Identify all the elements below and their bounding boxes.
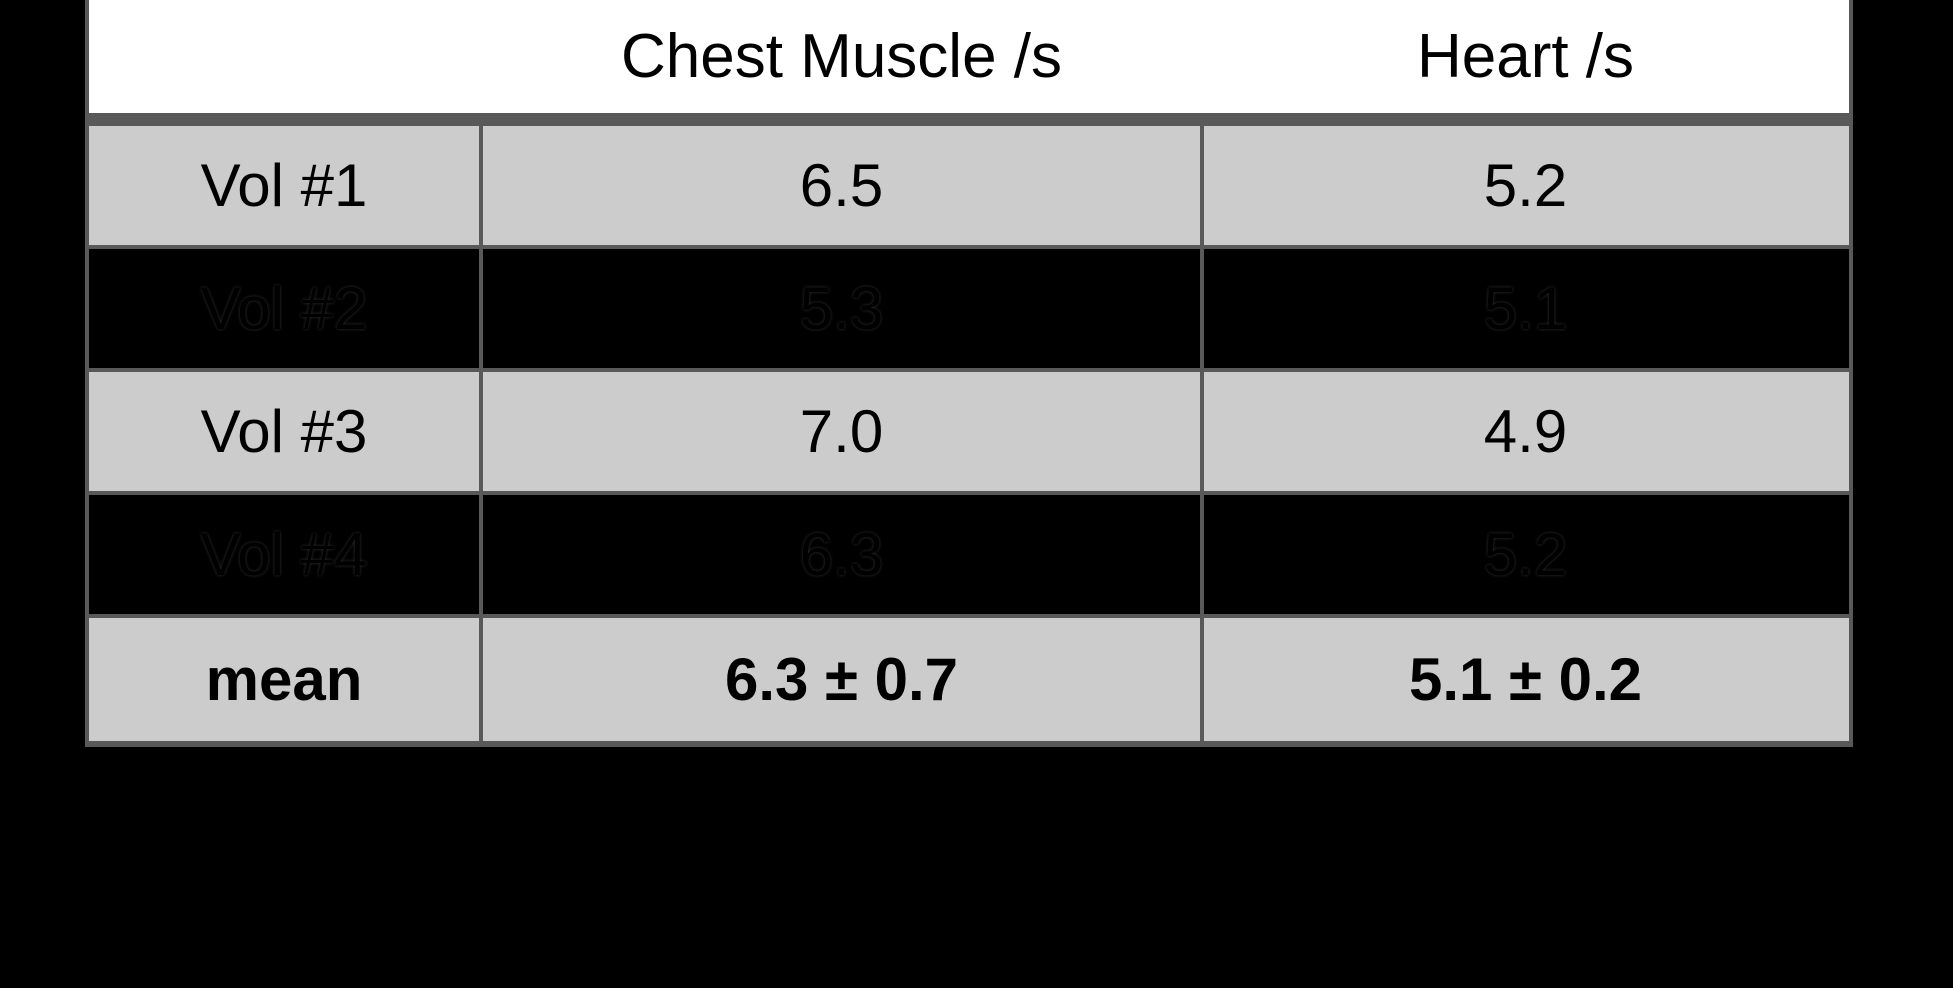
vol4-heart-value: 5.2 xyxy=(1483,520,1568,588)
header-cell-chest-muscle: Chest Muscle /s xyxy=(620,21,1063,91)
vol4-chest-value: 6.3 xyxy=(483,495,1204,614)
header-cell-empty xyxy=(89,0,483,113)
results-table: Chest Muscle /s Heart /s Vol #1 6.5 5.2 … xyxy=(85,0,1853,747)
vol3-chest-value: 7.0 xyxy=(483,372,1204,491)
vol2-chest-value: 5.3 xyxy=(483,249,1204,368)
mean-heart-value: 5.1 ± 0.2 xyxy=(1408,645,1643,713)
row-label-vol3: Vol #3 xyxy=(89,372,483,491)
vol2-heart-value: 5.1 xyxy=(1483,274,1568,342)
table-row-vol3: Vol #3 7.0 4.9 xyxy=(89,372,1849,495)
mean-chest-value: 6.3 ± 0.7 xyxy=(483,618,1204,741)
row-label-mean: mean xyxy=(89,618,483,741)
vol1-chest-value: 6.5 xyxy=(483,126,1204,245)
table-row-mean: mean 6.3 ± 0.7 5.1 ± 0.2 xyxy=(89,618,1849,741)
vol3-heart-value: 4.9 xyxy=(1483,397,1568,465)
row-label-vol4: Vol #4 xyxy=(89,495,483,614)
vol1-heart-value: 5.2 xyxy=(1483,151,1568,219)
header-cell-heart: Heart /s xyxy=(1416,21,1635,91)
row-label-vol2: Vol #2 xyxy=(89,249,483,368)
table-row-vol2: Vol #2 5.3 5.1 xyxy=(89,249,1849,372)
table-row-vol4: Vol #4 6.3 5.2 xyxy=(89,495,1849,618)
table-header-row: Chest Muscle /s Heart /s xyxy=(89,0,1849,126)
table-row-vol1: Vol #1 6.5 5.2 xyxy=(89,126,1849,249)
row-label-vol1: Vol #1 xyxy=(89,126,483,245)
